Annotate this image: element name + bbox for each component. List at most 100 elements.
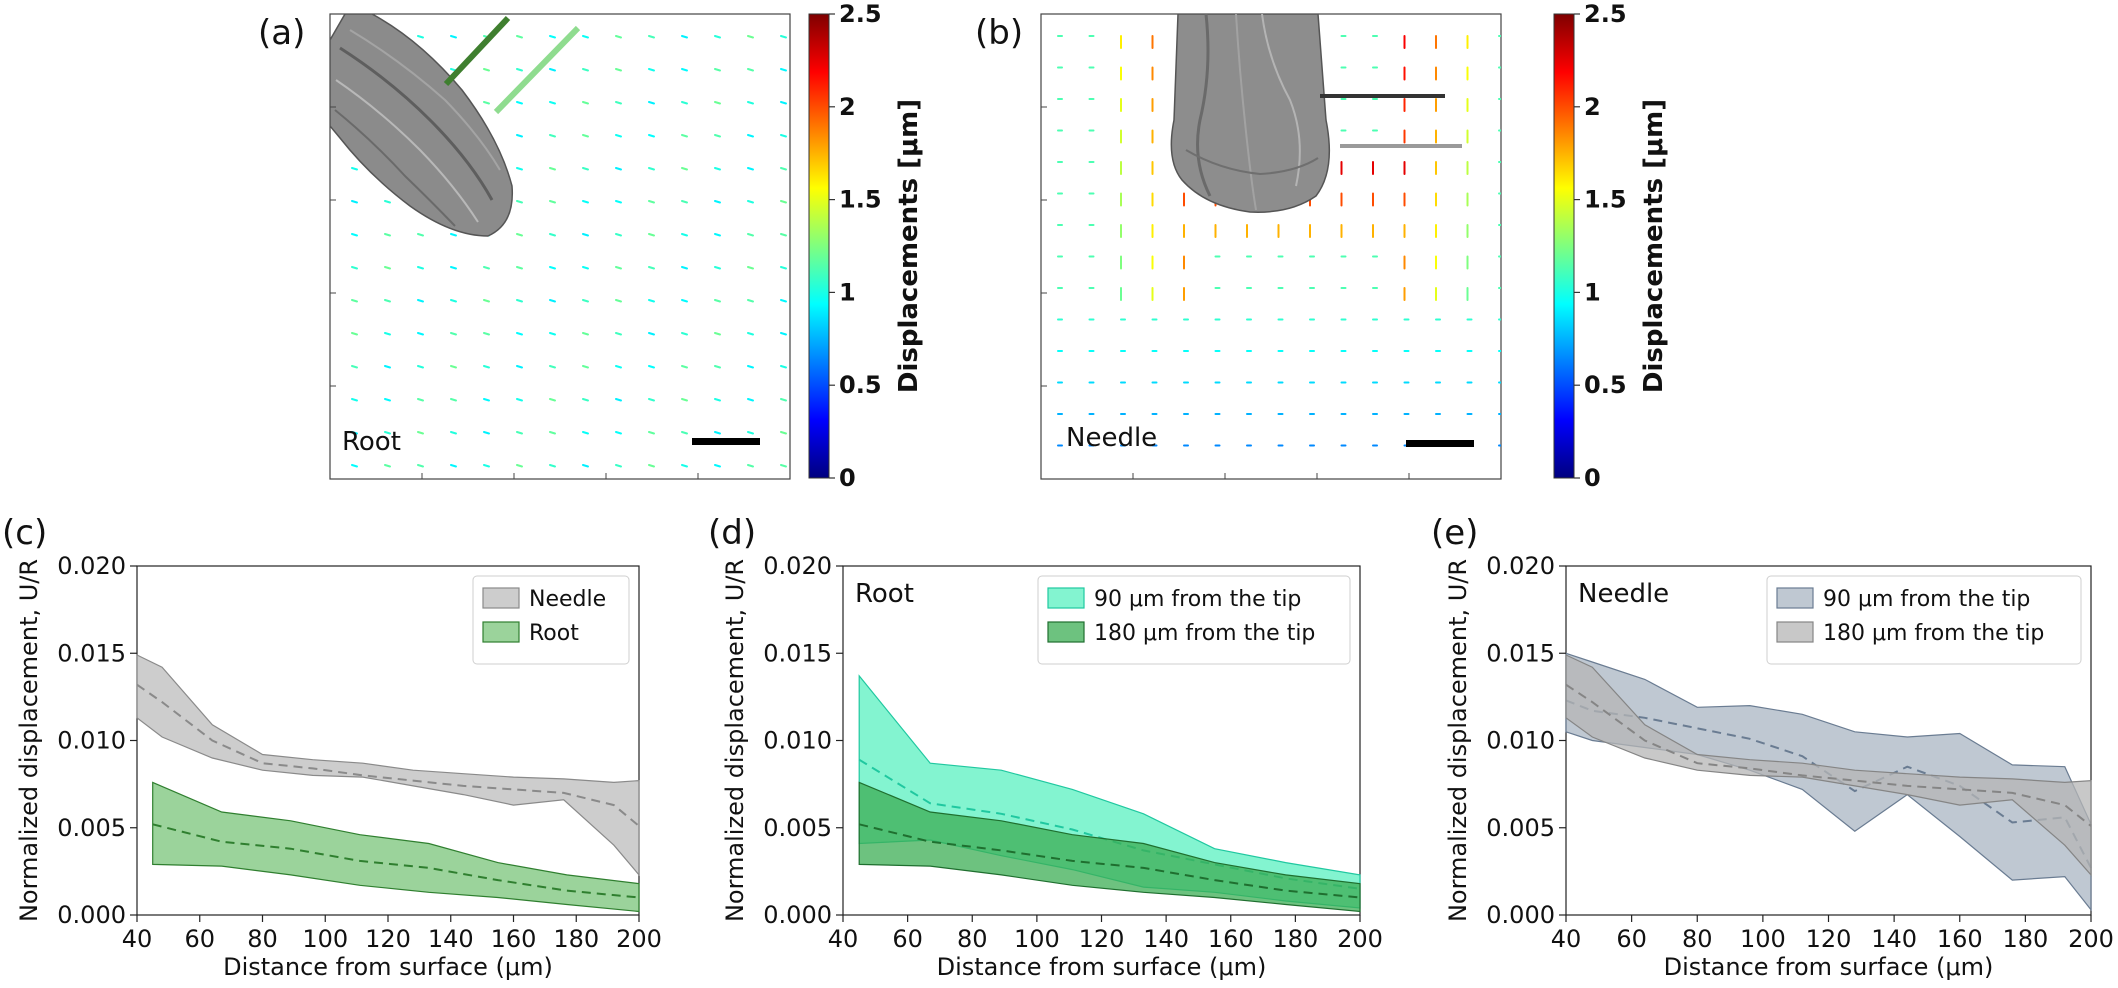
x-tick-label: 200 <box>2068 925 2114 953</box>
x-tick-label: 60 <box>184 925 215 953</box>
x-tick-label: 40 <box>122 925 153 953</box>
displacement-arrow <box>648 35 655 39</box>
chart-d: 40 60 80 100 120 140 160 180 200 0.000 0.005 0.010 0… <box>708 513 1383 981</box>
displacement-arrow <box>549 68 556 72</box>
legend: 90 μm from the tip 180 μm from the tip <box>1037 575 1351 665</box>
displacement-arrow <box>549 200 556 204</box>
displacement-arrow <box>417 398 424 402</box>
displacement-arrow <box>549 134 556 138</box>
displacement-arrow <box>648 464 655 468</box>
colorbar-label-b: Displacements [μm] <box>1639 99 1669 393</box>
inset-label: Root <box>855 579 914 609</box>
displacement-arrow <box>780 464 787 468</box>
displacement-arrow <box>417 266 424 270</box>
displacement-arrow <box>615 167 622 171</box>
displacement-arrow <box>681 365 688 369</box>
displacement-arrow <box>747 365 754 369</box>
x-tick-label: 160 <box>1937 925 1983 953</box>
displacement-arrow <box>648 200 655 204</box>
displacement-arrow <box>450 365 457 369</box>
legend-swatch <box>1047 587 1085 609</box>
displacement-arrow <box>516 398 523 402</box>
displacement-arrow <box>747 332 754 336</box>
legend-swatch <box>1047 621 1085 643</box>
legend-swatch <box>482 587 520 609</box>
x-tick-label: 140 <box>428 925 474 953</box>
displacement-arrow <box>582 233 589 237</box>
chart-c: 40 60 80 100 120 140 160 180 200 0.000 0.005 0.010 0… <box>2 513 662 981</box>
y-axis-label: Normalized displacement, U/R <box>15 559 43 922</box>
panel-b: (b) Needle <box>975 13 1502 480</box>
displacement-arrow <box>681 332 688 336</box>
displacement-arrow <box>648 167 655 171</box>
displacement-arrow <box>615 233 622 237</box>
confidence-band-0 <box>136 654 640 877</box>
displacement-arrow <box>714 200 721 204</box>
y-tick-label: 0.005 <box>57 814 126 842</box>
displacement-arrow <box>516 233 523 237</box>
displacement-arrow <box>483 332 490 336</box>
displacement-arrow <box>549 233 556 237</box>
displacement-arrow <box>747 134 754 138</box>
y-tick-label: 0.000 <box>57 901 126 929</box>
displacement-arrow <box>351 266 358 270</box>
image-ticks-b <box>1041 106 1410 479</box>
displacement-arrow <box>483 68 490 72</box>
y-tick-label: 0.010 <box>1486 727 1555 755</box>
colorbar-ticks-a: 0 0.5 1 1.5 2 2.5 <box>829 0 882 492</box>
displacement-arrow <box>516 101 523 105</box>
colorbar-tick-label: 1.5 <box>839 186 882 214</box>
colorbar-tick-label: 0.5 <box>839 371 882 399</box>
displacement-arrow <box>582 134 589 138</box>
displacement-arrow <box>747 167 754 171</box>
legend-entry: 180 μm from the tip <box>1823 621 2044 646</box>
x-tick-label: 200 <box>616 925 662 953</box>
displacement-arrow <box>615 266 622 270</box>
x-tick-label: 100 <box>1740 925 1786 953</box>
displacement-arrow <box>714 266 721 270</box>
displacement-arrow <box>549 266 556 270</box>
displacement-arrow <box>351 200 358 204</box>
displacement-arrow <box>681 464 688 468</box>
mean-line-0 <box>136 683 640 827</box>
displacement-arrow <box>582 35 589 39</box>
x-tick-label: 40 <box>828 925 859 953</box>
y-tick-label: 0.000 <box>763 901 832 929</box>
colorbar-tick-label: 2 <box>1584 93 1601 121</box>
legend-entry: Needle <box>529 587 606 612</box>
displacement-arrow <box>582 299 589 303</box>
displacement-arrow <box>747 68 754 72</box>
legend-entry: 90 μm from the tip <box>1823 587 2030 612</box>
x-tick-label: 80 <box>1682 925 1713 953</box>
panel-a: (a) Root <box>258 13 791 480</box>
displacement-arrow <box>582 167 589 171</box>
y-tick-label: 0.015 <box>57 639 126 667</box>
displacement-arrow <box>615 101 622 105</box>
displacement-arrow <box>648 332 655 336</box>
displacement-arrow <box>648 299 655 303</box>
plot-series <box>1565 652 2092 912</box>
scale-bar-a <box>692 438 760 445</box>
legend-swatch <box>1776 587 1814 609</box>
displacement-arrow <box>747 101 754 105</box>
displacement-arrow <box>483 365 490 369</box>
displacement-arrow <box>648 101 655 105</box>
displacement-arrow <box>516 299 523 303</box>
displacement-arrow <box>384 299 391 303</box>
x-tick-label: 160 <box>491 925 537 953</box>
tip-marker-dark-a <box>443 15 511 87</box>
colorbar-tick-label: 0 <box>839 464 856 492</box>
displacement-arrow <box>648 233 655 237</box>
displacement-arrow <box>384 233 391 237</box>
displacement-arrow <box>483 431 490 435</box>
displacement-arrow <box>681 299 688 303</box>
mean-line-1 <box>152 823 640 899</box>
colorbar-tick-label: 1.5 <box>1584 186 1627 214</box>
x-tick-label: 120 <box>365 925 411 953</box>
displacement-arrow <box>747 266 754 270</box>
displacement-arrow <box>549 332 556 336</box>
displacement-arrow <box>450 332 457 336</box>
panel-letter: (c) <box>2 513 47 553</box>
displacement-arrow <box>780 266 787 270</box>
displacement-arrow <box>615 68 622 72</box>
